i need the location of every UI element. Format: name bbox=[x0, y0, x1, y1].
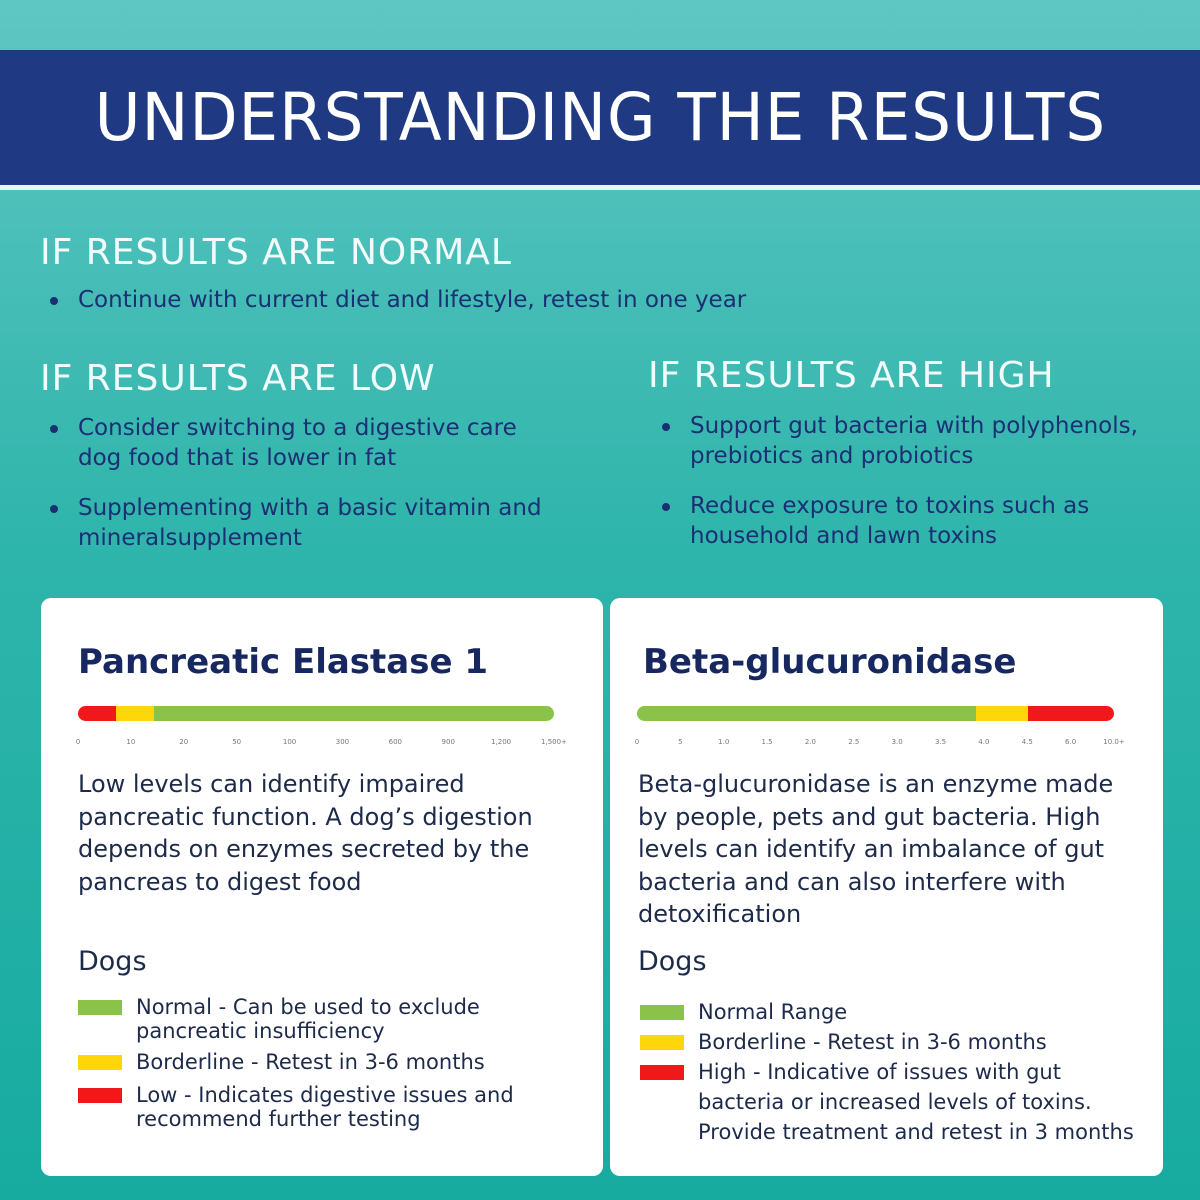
gauge-tick-label: 100 bbox=[282, 738, 297, 746]
glucuronidase-gauge-bar bbox=[637, 706, 1114, 721]
glucuronidase-card: Beta-glucuronidase 0 5 1.0 1.5 2.0 2.5 3.0 3.5 4… bbox=[610, 598, 1163, 1176]
normal-bullet-list: Continue with current diet and lifestyle… bbox=[48, 285, 1148, 335]
gauge-tick-label: 10 bbox=[126, 738, 136, 746]
legend-text: Normal - Can be used to exclude pancreat… bbox=[136, 995, 480, 1043]
glucuronidase-description: Beta-glucuronidase is an enzyme made by … bbox=[638, 770, 1114, 928]
gauge-segment-borderline bbox=[975, 706, 1029, 721]
elastase-title: Pancreatic Elastase 1 bbox=[78, 642, 489, 682]
glucuronidase-gauge-ticks: 0 5 1.0 1.5 2.0 2.5 3.0 3.5 4.0 4.5 6.0 10.0+ bbox=[634, 738, 1125, 748]
gauge-tick-label: 1.0 bbox=[718, 738, 730, 746]
low-bullet-list: Consider switching to a digestive care d… bbox=[48, 413, 558, 573]
gauge-tick-label: 3.5 bbox=[934, 738, 947, 746]
elastase-description: Low levels can identify impaired pancrea… bbox=[78, 770, 533, 896]
legend-text: Low - Indicates digestive issues and rec… bbox=[136, 1083, 514, 1131]
high-swatch bbox=[640, 1065, 684, 1080]
elastase-gauge-ticks: 0 10 20 50 100 300 600 900 1,200 1,500+ bbox=[75, 738, 567, 748]
legend-item-borderline: Borderline - Retest in 3-6 months bbox=[640, 1027, 1140, 1057]
gauge-tick-label: 2.5 bbox=[848, 738, 860, 746]
legend-item-normal: Normal - Can be used to exclude pancreat… bbox=[78, 995, 558, 1043]
gauge-tick-label: 4.5 bbox=[1021, 738, 1033, 746]
elastase-dogs-label: Dogs bbox=[78, 946, 147, 977]
gauge-tick-label: 600 bbox=[388, 738, 403, 746]
gauge-tick-label: 3.0 bbox=[891, 738, 903, 746]
borderline-swatch bbox=[78, 1055, 122, 1070]
high-section-title: IF RESULTS ARE HIGH bbox=[648, 355, 1055, 396]
normal-swatch bbox=[640, 1005, 684, 1020]
gauge-tick-label: 6.0 bbox=[1065, 738, 1077, 746]
page-title: UNDERSTANDING THE RESULTS bbox=[94, 79, 1106, 156]
gauge-tick-label: 10.0+ bbox=[1103, 738, 1125, 746]
gauge-tick-label: 900 bbox=[441, 738, 455, 746]
normal-swatch bbox=[78, 1000, 122, 1015]
gauge-tick-label: 0 bbox=[75, 738, 81, 746]
gauge-tick-label: 50 bbox=[232, 738, 242, 746]
glucuronidase-dogs-label: Dogs bbox=[638, 946, 707, 977]
normal-bullet: Continue with current diet and lifestyle… bbox=[48, 285, 1148, 315]
borderline-swatch bbox=[640, 1035, 684, 1050]
gauge-tick-label: 1,200 bbox=[491, 738, 512, 746]
gauge-segment-borderline bbox=[116, 706, 155, 721]
gauge-segment-normal bbox=[637, 706, 976, 721]
low-swatch bbox=[78, 1088, 122, 1103]
header-banner: UNDERSTANDING THE RESULTS bbox=[0, 50, 1200, 190]
high-bullet-list: Support gut bacteria with polyphenols, p… bbox=[660, 411, 1170, 571]
gauge-tick-label: 5 bbox=[678, 738, 683, 746]
gauge-tick-label: 0 bbox=[634, 738, 640, 746]
gauge-tick-label: 4.0 bbox=[978, 738, 990, 746]
low-section-title: IF RESULTS ARE LOW bbox=[40, 358, 436, 399]
legend-item-high: High - Indicative of issues with gut bac… bbox=[640, 1057, 1140, 1147]
high-bullet: Reduce exposure to toxins such as househ… bbox=[660, 491, 1170, 551]
low-bullet: Consider switching to a digestive care d… bbox=[48, 413, 558, 473]
legend-text: Normal Range bbox=[698, 1000, 848, 1024]
legend-text: Borderline - Retest in 3-6 months bbox=[136, 1050, 485, 1074]
legend-item-normal: Normal Range bbox=[640, 997, 1140, 1027]
legend-text: Borderline - Retest in 3-6 months bbox=[698, 1030, 1047, 1054]
normal-section-title: IF RESULTS ARE NORMAL bbox=[40, 232, 512, 273]
gauge-tick-label: 1,500+ bbox=[541, 738, 567, 746]
gauge-tick-label: 20 bbox=[179, 738, 189, 746]
elastase-gauge: 0 10 20 50 100 300 600 900 1,200 1,500+ bbox=[75, 698, 567, 750]
gauge-tick-label: 2.0 bbox=[804, 738, 817, 746]
low-bullet: Supplementing with a basic vitamin and m… bbox=[48, 493, 558, 553]
gauge-tick-label: 1.5 bbox=[761, 738, 773, 746]
gauge-segment-high bbox=[1028, 706, 1114, 721]
gauge-tick-label: 300 bbox=[335, 738, 350, 746]
legend-text: High - Indicative of issues with gut bac… bbox=[698, 1060, 1134, 1144]
glucuronidase-title: Beta-glucuronidase bbox=[643, 642, 1017, 682]
elastase-card: Pancreatic Elastase 1 0 10 20 50 100 300 600 90… bbox=[41, 598, 603, 1176]
high-bullet: Support gut bacteria with polyphenols, p… bbox=[660, 411, 1170, 471]
legend-item-borderline: Borderline - Retest in 3-6 months bbox=[78, 1050, 558, 1074]
legend-item-low: Low - Indicates digestive issues and rec… bbox=[78, 1083, 558, 1131]
elastase-gauge-bar bbox=[78, 706, 554, 721]
glucuronidase-gauge: 0 5 1.0 1.5 2.0 2.5 3.0 3.5 4.0 4.5 6.0 10.0+ bbox=[634, 698, 1125, 750]
gauge-segment-normal bbox=[154, 706, 554, 721]
gauge-segment-low bbox=[78, 706, 117, 721]
